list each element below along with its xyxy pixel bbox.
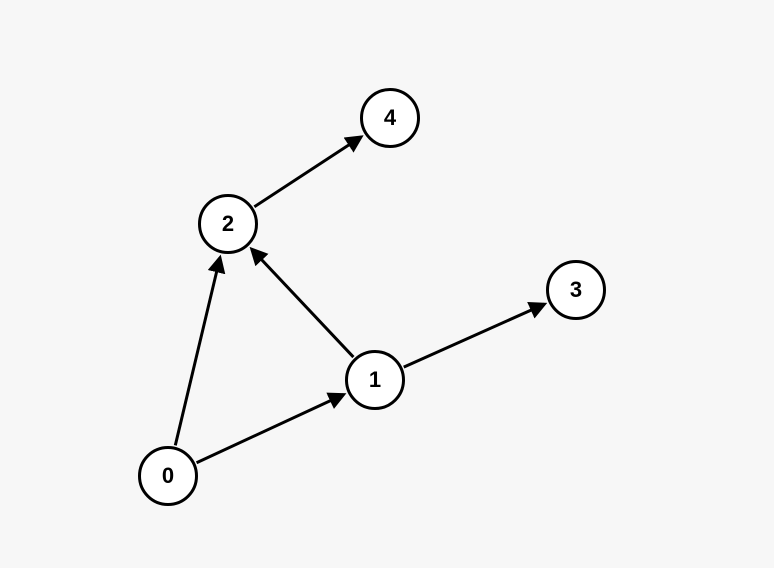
- graph-edge-0-2: [175, 258, 220, 446]
- graph-node-1: 1: [345, 350, 405, 410]
- graph-node-label: 2: [222, 211, 234, 237]
- graph-edge-2-4: [254, 137, 361, 207]
- graph-node-label: 0: [162, 463, 174, 489]
- graph-node-label: 4: [384, 105, 396, 131]
- graph-edge-0-1: [197, 395, 344, 463]
- graph-canvas: 0 1 2 3 4: [0, 0, 774, 568]
- graph-node-2: 2: [198, 194, 258, 254]
- graph-node-label: 3: [570, 277, 582, 303]
- edges-layer: [0, 0, 774, 568]
- graph-node-label: 1: [369, 367, 381, 393]
- graph-node-3: 3: [546, 260, 606, 320]
- graph-node-0: 0: [138, 446, 198, 506]
- graph-node-4: 4: [360, 88, 420, 148]
- graph-edge-1-2: [252, 249, 354, 357]
- graph-edge-1-3: [404, 304, 545, 367]
